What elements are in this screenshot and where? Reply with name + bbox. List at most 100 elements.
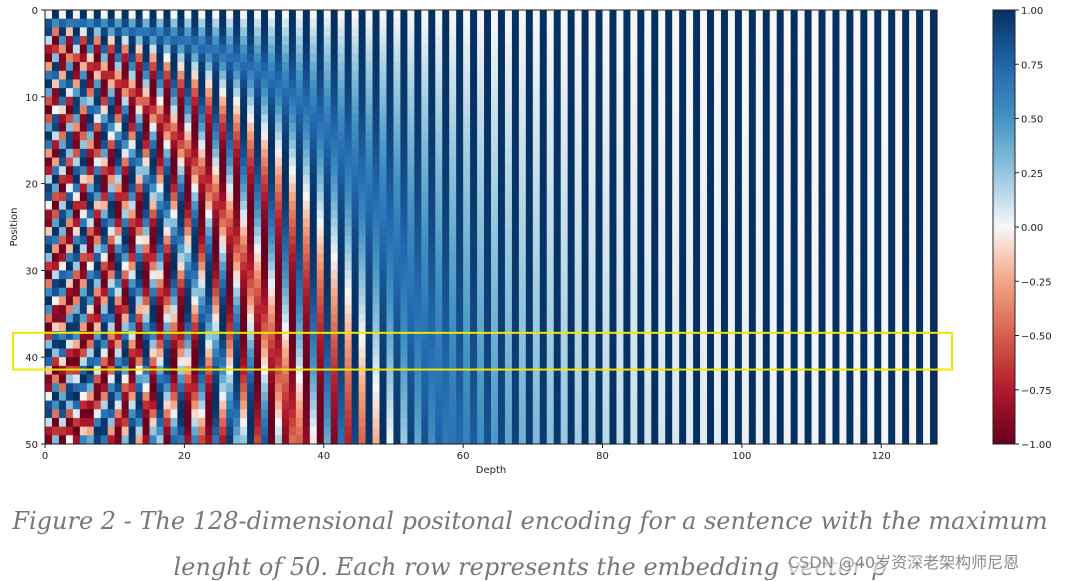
heatmap-cell [233, 279, 241, 289]
heatmap-cell [86, 10, 95, 20]
heatmap-cell [518, 174, 527, 185]
heatmap-cell [281, 131, 290, 141]
heatmap-cell [477, 53, 485, 63]
heatmap-cell [177, 218, 185, 228]
heatmap-cell [351, 148, 360, 159]
heatmap-cell [184, 88, 192, 98]
heatmap-cell [295, 122, 304, 133]
heatmap-cell [142, 261, 151, 271]
heatmap-cell [219, 27, 227, 37]
heatmap-cell [379, 183, 388, 193]
heatmap-cell [337, 148, 346, 159]
heatmap-cell [741, 218, 750, 228]
heatmap-cell [734, 331, 743, 341]
heatmap-cell [226, 200, 234, 211]
heatmap-cell [679, 331, 687, 341]
heatmap-cell [762, 227, 771, 237]
heatmap-cell [665, 279, 673, 289]
heatmap-cell [637, 79, 645, 89]
heatmap-cell [149, 105, 158, 115]
heatmap-cell [142, 10, 151, 20]
heatmap-cell [497, 200, 506, 211]
heatmap-cell [700, 157, 708, 167]
heatmap-cell [602, 131, 611, 141]
heatmap-cell [344, 105, 353, 115]
heatmap-cell [456, 79, 464, 89]
heatmap-cell [233, 192, 241, 202]
heatmap-cell [274, 279, 283, 289]
heatmap-cell [874, 253, 882, 263]
heatmap-cell [651, 122, 659, 133]
heatmap-cell [274, 227, 283, 237]
heatmap-cell [205, 114, 213, 124]
heatmap-cell [755, 44, 764, 54]
heatmap-cell [407, 105, 415, 115]
heatmap-cell [916, 166, 924, 176]
heatmap-cell [177, 261, 185, 271]
heatmap-cell [268, 183, 276, 193]
heatmap-cell [518, 79, 527, 89]
heatmap-cell [393, 122, 402, 133]
heatmap-cell [651, 114, 659, 124]
heatmap-cell [302, 218, 311, 228]
heatmap-cell [755, 27, 764, 37]
heatmap-cell [860, 270, 868, 280]
heatmap-cell [581, 27, 590, 37]
heatmap-cell [309, 131, 318, 141]
heatmap-cell [644, 88, 652, 98]
heatmap-cell [156, 131, 165, 141]
heatmap-cell [470, 131, 478, 141]
heatmap-cell [372, 227, 381, 237]
heatmap-cell [212, 157, 220, 167]
heatmap-cell [351, 218, 360, 228]
heatmap-cell [261, 279, 269, 289]
heatmap-cell [769, 261, 778, 271]
heatmap-cell [769, 157, 778, 167]
heatmap-cell [860, 70, 868, 81]
heatmap-cell [525, 44, 534, 54]
heatmap-cell [435, 339, 443, 350]
heatmap-cell [658, 183, 666, 193]
heatmap-cell [679, 218, 687, 228]
heatmap-cell [226, 183, 234, 193]
heatmap-cell [714, 261, 722, 271]
heatmap-cell [449, 218, 457, 228]
heatmap-cell [727, 200, 736, 211]
heatmap-cell [909, 200, 917, 211]
heatmap-cell [421, 53, 429, 63]
heatmap-cell [818, 227, 827, 237]
heatmap-cell [261, 27, 269, 37]
heatmap-cell [247, 339, 255, 350]
heatmap-cell [609, 174, 618, 185]
heatmap-cell [930, 122, 938, 133]
heatmap-cell [309, 166, 318, 176]
heatmap-cell [477, 114, 485, 124]
heatmap-cell [163, 105, 172, 115]
heatmap-cell [839, 200, 848, 211]
heatmap-cell [553, 218, 562, 228]
heatmap-cell [330, 62, 339, 72]
heatmap-cell [804, 253, 813, 263]
heatmap-cell [574, 131, 583, 141]
heatmap-cell [504, 131, 513, 141]
heatmap-cell [553, 235, 562, 245]
heatmap-cell [121, 322, 130, 332]
heatmap-cell [860, 244, 868, 254]
heatmap-cell [428, 322, 436, 332]
heatmap-cell [463, 18, 471, 28]
heatmap-cell [156, 261, 165, 271]
heatmap-cell [456, 18, 464, 28]
heatmap-cell [247, 53, 255, 63]
heatmap-cell [930, 148, 938, 159]
heatmap-cell [274, 36, 283, 46]
heatmap-cell [442, 79, 450, 89]
heatmap-cell [240, 18, 248, 28]
heatmap-cell [832, 166, 841, 176]
heatmap-cell [337, 218, 346, 228]
heatmap-cell [302, 27, 311, 37]
heatmap-cell [504, 192, 513, 202]
heatmap-cell [860, 114, 868, 124]
heatmap-cell [504, 96, 513, 107]
heatmap-cell [644, 287, 652, 298]
heatmap-cell [163, 88, 172, 98]
